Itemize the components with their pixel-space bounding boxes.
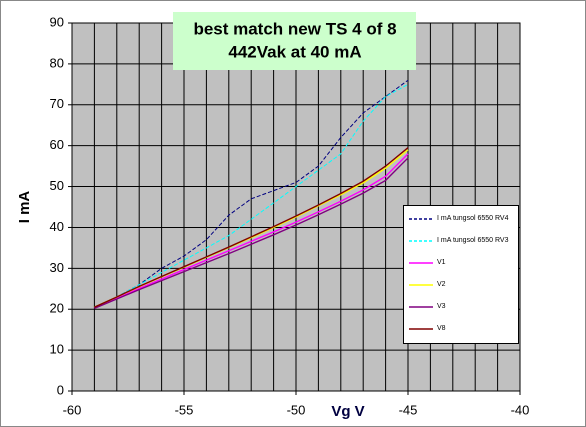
x-axis-label: Vg V (331, 403, 364, 420)
series-line (94, 153, 409, 309)
legend-swatch (409, 262, 433, 264)
legend-entry: I mA tungsol 6550 RV3 (407, 230, 515, 252)
series-line (94, 147, 409, 308)
legend-entry: V3 (407, 296, 515, 318)
x-tick-label: -55 (175, 402, 194, 417)
y-tick-label: 90 (50, 14, 64, 29)
legend-label: I mA tungsol 6550 RV3 (437, 237, 509, 244)
x-tick-label: -50 (287, 402, 306, 417)
y-axis-label: I mA (16, 191, 33, 224)
y-tick-label: 50 (50, 178, 64, 193)
legend-label: V3 (437, 303, 446, 310)
legend-label: V1 (437, 259, 446, 266)
y-tick-label: 70 (50, 96, 64, 111)
x-tick-label: -40 (511, 402, 530, 417)
legend-swatch (409, 218, 433, 220)
y-tick-label: 80 (50, 55, 64, 70)
y-tick-label: 40 (50, 219, 64, 234)
series-line (94, 79, 409, 308)
y-tick-label: 0 (57, 382, 64, 397)
chart-subtitle: 442Vak at 40 mA (228, 42, 361, 61)
y-tick-label: 20 (50, 301, 64, 316)
legend-swatch (409, 306, 433, 308)
legend-label: V8 (437, 325, 446, 332)
series-line (94, 83, 409, 308)
legend-entry: V2 (407, 274, 515, 296)
legend-label: V2 (437, 281, 446, 288)
legend-swatch (409, 328, 433, 330)
y-tick-label: 30 (50, 260, 64, 275)
legend-label: I mA tungsol 6550 RV4 (437, 215, 509, 222)
x-tick-label: -45 (399, 402, 418, 417)
title-box (173, 12, 416, 70)
legend-entry: V1 (407, 252, 515, 274)
legend-entry: I mA tungsol 6550 RV4 (407, 208, 515, 230)
series-lines (94, 79, 409, 310)
legend-entry: V8 (407, 318, 515, 340)
y-tick-label: 60 (50, 137, 64, 152)
y-tick-label: 10 (50, 342, 64, 357)
x-tick-label: -60 (63, 402, 82, 417)
legend: I mA tungsol 6550 RV4 I mA tungsol 6550 R… (403, 205, 519, 344)
legend-swatch (409, 240, 433, 242)
legend-swatch (409, 284, 433, 286)
chart-title: best match new TS 4 of 8 (193, 19, 396, 38)
series-line (94, 157, 409, 310)
